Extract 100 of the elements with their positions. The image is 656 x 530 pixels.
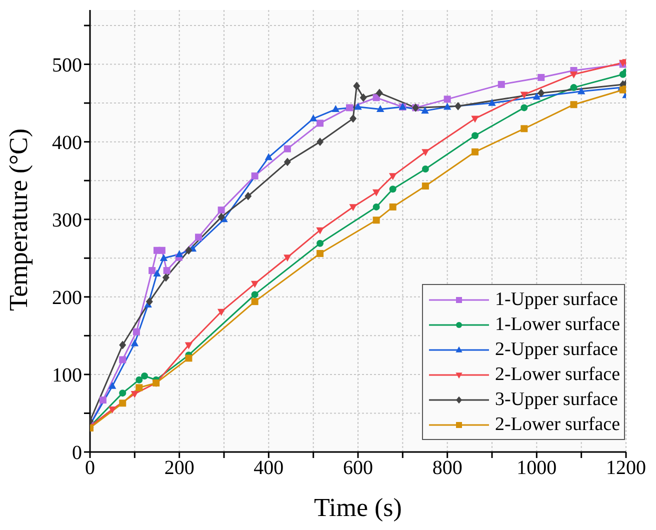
point bbox=[520, 104, 528, 112]
x-tick-label: 400 bbox=[254, 457, 284, 480]
point bbox=[316, 250, 324, 257]
point bbox=[376, 105, 384, 112]
point bbox=[316, 138, 324, 146]
point bbox=[488, 98, 496, 106]
point bbox=[119, 340, 126, 350]
point bbox=[471, 116, 479, 123]
point bbox=[316, 227, 324, 234]
point bbox=[472, 132, 479, 140]
point bbox=[444, 96, 451, 103]
point bbox=[372, 203, 380, 210]
point bbox=[454, 102, 462, 110]
point bbox=[163, 267, 170, 274]
point bbox=[422, 182, 429, 190]
x-tick-label: 1200 bbox=[606, 457, 646, 480]
point bbox=[119, 390, 126, 397]
point bbox=[284, 254, 292, 262]
point bbox=[160, 254, 168, 261]
point bbox=[185, 246, 192, 255]
point bbox=[422, 165, 429, 172]
point bbox=[532, 92, 541, 100]
point bbox=[162, 273, 170, 282]
point bbox=[570, 101, 578, 108]
point bbox=[136, 376, 143, 384]
legend-label: 1-Upper surface bbox=[494, 288, 618, 310]
point bbox=[349, 204, 357, 212]
point bbox=[520, 125, 528, 132]
point bbox=[130, 391, 139, 398]
point bbox=[148, 267, 156, 274]
point bbox=[372, 189, 380, 196]
point bbox=[332, 105, 340, 112]
point bbox=[130, 339, 139, 346]
x-tick-label: 800 bbox=[432, 457, 462, 480]
legend-label: 2-Lower surface bbox=[494, 414, 620, 436]
point bbox=[443, 102, 452, 110]
point bbox=[185, 354, 192, 362]
point bbox=[251, 291, 258, 298]
y-tick-label: 200 bbox=[52, 287, 82, 310]
y-tick-label: 300 bbox=[52, 209, 82, 232]
point bbox=[372, 216, 380, 224]
point bbox=[158, 246, 166, 254]
point bbox=[389, 186, 396, 193]
point bbox=[175, 250, 184, 258]
y-axis-title: Temperature (°C) bbox=[4, 128, 34, 311]
x-tick-label: 200 bbox=[164, 457, 194, 480]
x-tick-label: 600 bbox=[343, 457, 373, 480]
point bbox=[119, 400, 126, 407]
point bbox=[218, 212, 225, 222]
point bbox=[577, 87, 586, 94]
x-axis-title: Time (s) bbox=[314, 493, 402, 522]
y-tick-label: 100 bbox=[52, 364, 82, 387]
point bbox=[360, 93, 367, 102]
point bbox=[316, 120, 324, 127]
point bbox=[570, 84, 578, 92]
point bbox=[218, 206, 225, 214]
y-tick-label: 0 bbox=[72, 442, 82, 464]
point bbox=[251, 298, 258, 306]
point bbox=[140, 372, 148, 380]
point bbox=[136, 384, 143, 392]
point bbox=[520, 92, 528, 99]
point bbox=[284, 145, 291, 152]
point bbox=[388, 173, 397, 180]
point bbox=[184, 342, 193, 350]
point bbox=[153, 269, 161, 276]
legend-label: 3-Upper surface bbox=[494, 388, 618, 410]
point bbox=[498, 80, 505, 88]
point bbox=[132, 328, 140, 336]
point bbox=[346, 104, 354, 112]
point bbox=[538, 88, 545, 98]
point bbox=[570, 72, 578, 79]
point bbox=[195, 234, 202, 241]
point bbox=[354, 102, 362, 110]
point bbox=[389, 203, 396, 210]
point bbox=[538, 74, 545, 81]
point bbox=[108, 382, 116, 389]
point bbox=[353, 82, 360, 90]
point bbox=[284, 158, 291, 166]
point bbox=[244, 192, 252, 200]
point bbox=[119, 356, 126, 364]
legend-label: 1-Lower surface bbox=[494, 314, 620, 336]
point bbox=[316, 240, 324, 247]
y-tick-label: 400 bbox=[52, 132, 82, 154]
y-tick-label: 500 bbox=[52, 54, 82, 76]
point bbox=[217, 308, 226, 316]
point bbox=[251, 172, 258, 180]
point bbox=[309, 114, 318, 122]
point bbox=[99, 396, 106, 404]
point bbox=[108, 406, 116, 414]
point bbox=[421, 106, 429, 114]
point bbox=[376, 88, 383, 98]
point bbox=[146, 297, 153, 306]
point bbox=[422, 149, 430, 156]
point bbox=[350, 114, 357, 123]
point bbox=[250, 280, 259, 288]
legend-label: 2-Lower surface bbox=[494, 364, 620, 386]
point bbox=[264, 153, 273, 160]
x-tick-label: 1000 bbox=[516, 457, 557, 480]
legend-label: 2-Upper surface bbox=[494, 338, 618, 360]
point bbox=[472, 148, 479, 156]
